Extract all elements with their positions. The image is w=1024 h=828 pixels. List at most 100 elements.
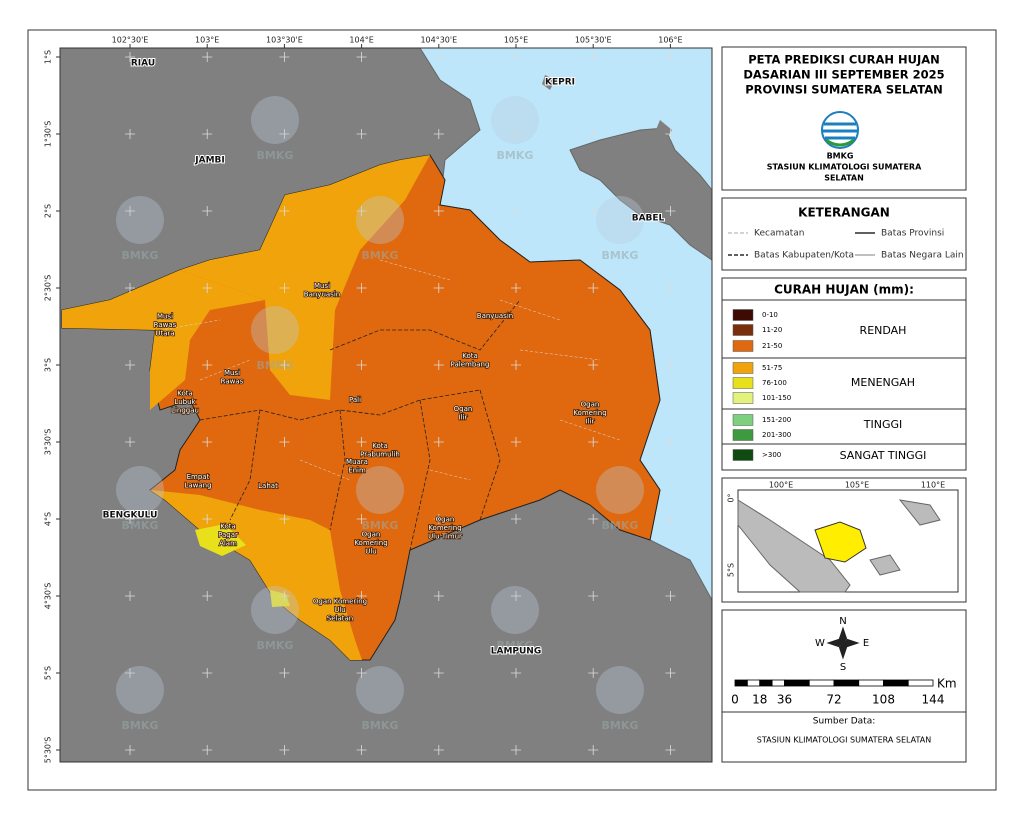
district-label: Prabumulih <box>360 450 400 458</box>
watermark-text: BMKG <box>602 719 639 732</box>
graticule-cross <box>356 514 367 524</box>
district-label: Lubuk <box>174 398 196 406</box>
graticule-cross <box>588 129 599 139</box>
graticule-cross <box>356 591 367 601</box>
watermark-logo <box>596 666 644 714</box>
latitude-label: 4°30'S <box>44 583 53 610</box>
graticule-cross <box>202 514 213 524</box>
region-label: JAMBI <box>194 156 224 166</box>
graticule-cross <box>202 129 213 139</box>
legend-swatch <box>732 392 754 404</box>
graticule-cross <box>125 591 135 601</box>
scale-tick-label: 18 <box>752 693 767 707</box>
compass-label: W <box>815 638 825 649</box>
district-label: Banyuasin <box>304 290 340 298</box>
scale-tick-label: 144 <box>922 693 945 707</box>
graticule-cross <box>279 745 290 755</box>
watermark-logo <box>116 666 164 714</box>
graticule-cross <box>125 206 135 216</box>
latitude-label: 2°30'S <box>44 275 53 302</box>
graticule-cross <box>433 52 444 62</box>
district-label: Kota <box>177 390 193 398</box>
class-label: 201-300 <box>762 431 791 439</box>
watermark-text: BMKG <box>362 719 399 732</box>
latitude-label: 1°30'S <box>44 121 53 148</box>
scale-segment <box>784 679 810 687</box>
graticule-cross <box>356 129 367 139</box>
graticule-cross <box>511 283 521 293</box>
graticule-cross <box>665 437 676 447</box>
graticule-cross <box>665 283 676 293</box>
graticule-cross <box>356 206 367 216</box>
district-label: Musi <box>314 282 330 290</box>
district-label: Ogan <box>581 401 600 409</box>
legend-label: Batas Provinsi <box>881 229 944 239</box>
graticule-cross <box>356 283 367 293</box>
district-label: Enim <box>348 466 366 474</box>
legend-box <box>721 197 967 271</box>
legend-swatch <box>732 324 754 336</box>
inset-land <box>869 499 941 576</box>
compass-label: E <box>863 638 869 649</box>
graticule-cross <box>588 360 599 370</box>
graticule-cross <box>588 591 599 601</box>
watermark-text: BMKG <box>122 519 159 532</box>
graticule-cross <box>279 437 290 447</box>
graticule-cross <box>665 668 676 678</box>
graticule-cross <box>279 668 290 678</box>
scale-segment <box>858 679 884 687</box>
class-label: 21-50 <box>762 342 782 350</box>
graticule-cross <box>588 668 599 678</box>
graticule-cross <box>279 129 290 139</box>
watermark-logo <box>251 586 299 634</box>
graticule-cross <box>356 668 367 678</box>
latitude-label: 2°S <box>44 204 53 218</box>
scale-segment <box>907 679 934 687</box>
graticule-cross <box>125 283 135 293</box>
legend-swatch <box>732 362 754 374</box>
inset-longitude: 105°E <box>845 481 869 490</box>
latitude-label: 3°30'S <box>44 429 53 456</box>
graticule-cross <box>279 206 290 216</box>
legend-title: KETERANGAN <box>798 206 890 220</box>
scale-tick-label: 36 <box>777 693 792 707</box>
district-label: Musi <box>157 313 173 321</box>
graticule-cross <box>125 668 135 678</box>
district-label: Komering <box>354 539 387 547</box>
region-label: RIAU <box>131 59 155 69</box>
map-title: PROVINSI SUMATERA SELATAN <box>745 83 943 97</box>
graticule-cross <box>356 52 367 62</box>
graticule-cross <box>202 283 213 293</box>
district-borders <box>199 299 521 551</box>
class-label: 76-100 <box>762 379 787 387</box>
legend-swatch <box>732 449 754 461</box>
district-label: Ilir <box>586 418 595 426</box>
district-label: Lawang <box>184 481 211 489</box>
legend-swatch <box>732 429 754 441</box>
legend-swatch <box>732 414 754 426</box>
district-label: Rawas <box>221 377 244 385</box>
district-label: Komering <box>428 524 461 532</box>
watermark-text: BMKG <box>362 249 399 262</box>
inset-province <box>814 521 867 563</box>
rain-zone <box>195 524 290 607</box>
watermark-text: BMKG <box>257 359 294 372</box>
compass <box>826 626 860 660</box>
longitude-label: 103°30'E <box>266 36 303 45</box>
district-label: Selatan <box>327 615 353 623</box>
region-label: LAMPUNG <box>491 647 541 657</box>
graticule-cross <box>356 745 367 755</box>
district-label: Ilir <box>459 413 468 421</box>
graticule-cross <box>125 52 135 62</box>
legend-swatch <box>732 377 754 389</box>
legend-swatch <box>732 309 754 321</box>
region-label: BENGKULU <box>103 511 158 521</box>
latitude-label: 1°S <box>44 50 53 64</box>
graticule-cross <box>356 360 367 370</box>
graticule-cross <box>356 437 367 447</box>
logo-text: BMKG <box>827 152 854 161</box>
graticule-cross <box>433 745 444 755</box>
latitude-label: 4°S <box>44 512 53 526</box>
scale-segment <box>759 679 773 687</box>
class-label: >300 <box>762 451 781 459</box>
